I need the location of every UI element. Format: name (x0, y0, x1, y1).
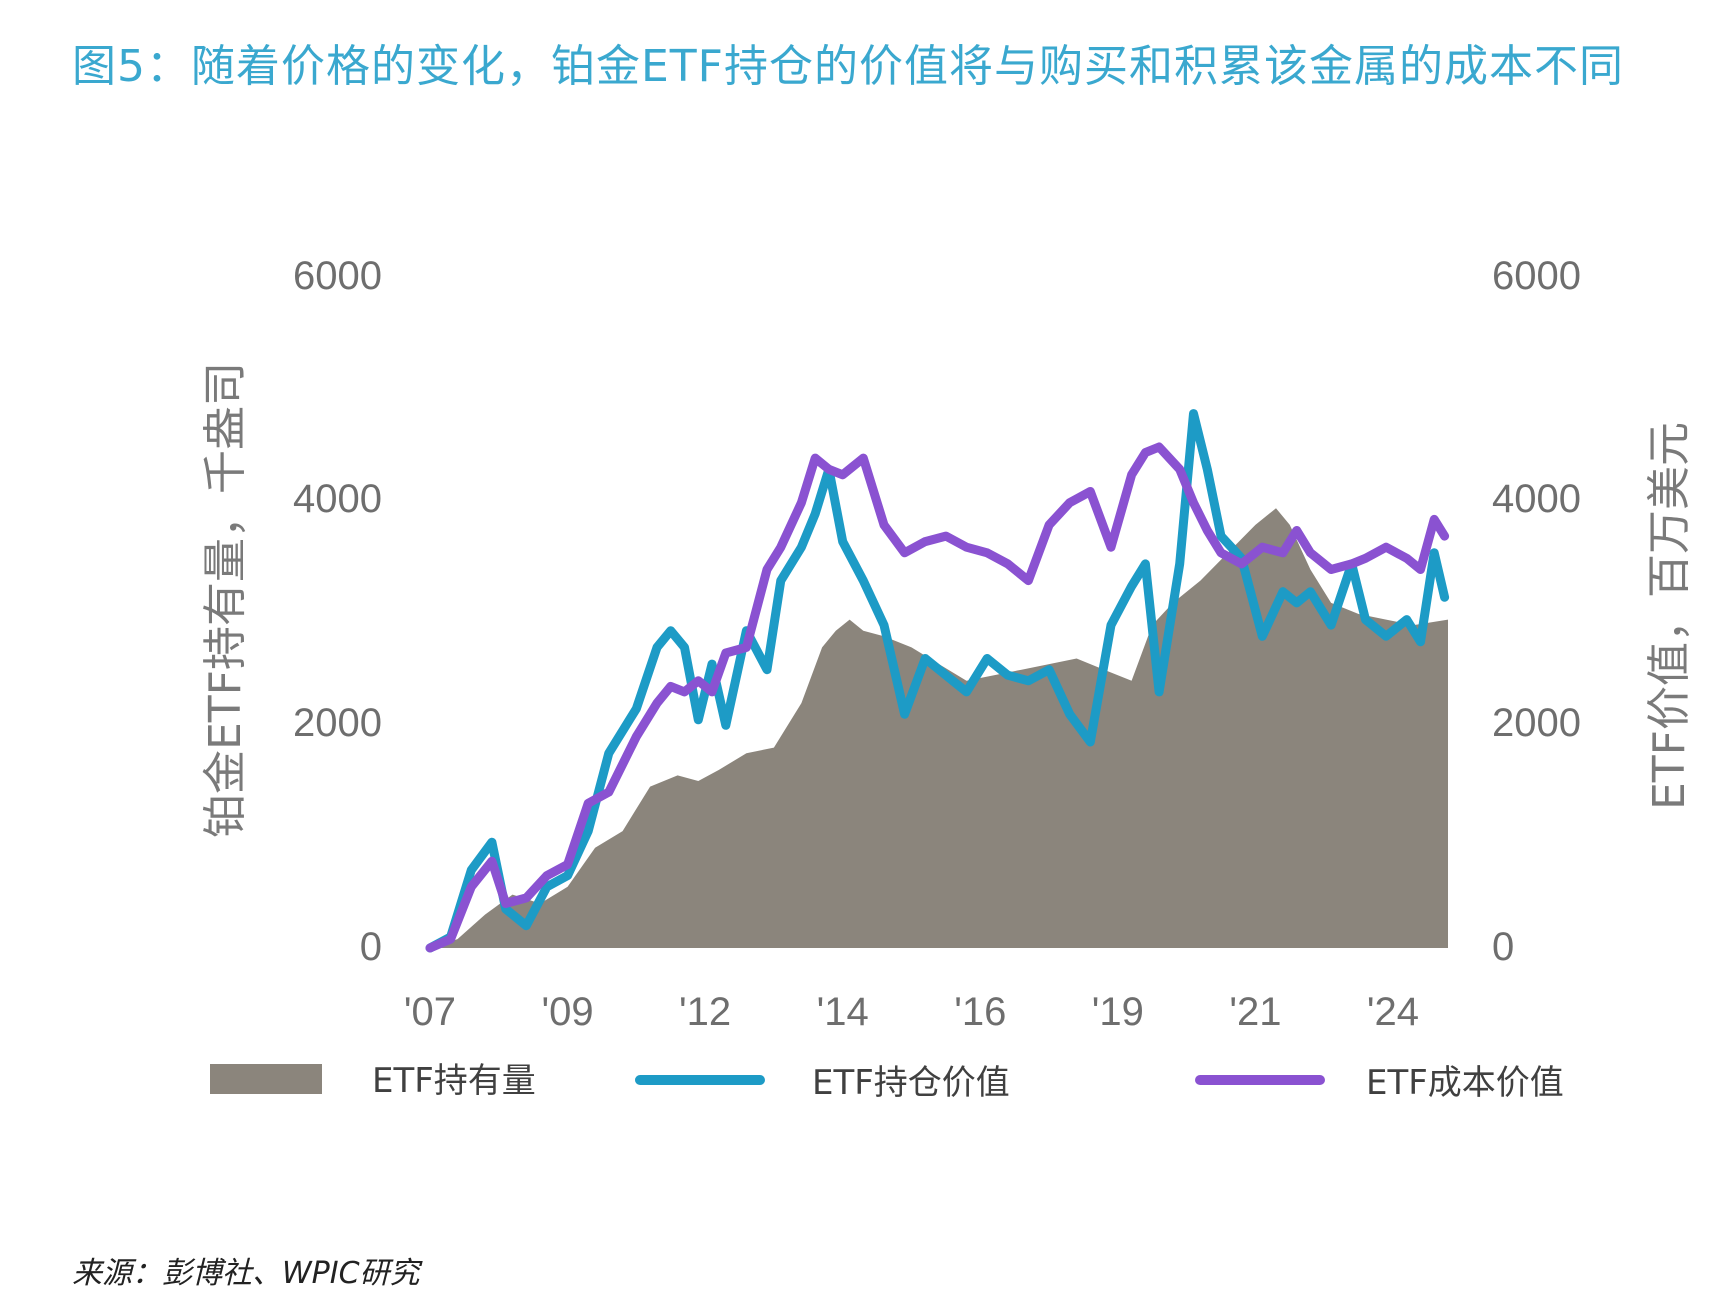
left-y-tick-6000: 6000 (293, 254, 382, 298)
series-area-etf-holdings (430, 508, 1448, 948)
x-tick-label: '21 (1229, 990, 1281, 1034)
right-y-tick-6000: 6000 (1492, 254, 1581, 298)
left-axis-title: 铂金ETF持有量，千盎司 (200, 362, 251, 838)
figure-title: 图5：随着价格的变化，铂金ETF持仓的价值将与购买和积累该金属的成本不同 (72, 41, 1624, 92)
series-line-etf-cost-value (425, 442, 1450, 953)
right-y-tick-4000: 4000 (1492, 477, 1581, 521)
right-y-tick-2000: 2000 (1492, 701, 1581, 745)
legend-label-cost-value: ETF成本价值 (1366, 1063, 1564, 1103)
x-tick-label: '16 (954, 990, 1006, 1034)
right-y-tick-0: 0 (1492, 925, 1514, 969)
legend-label-holding-value: ETF持仓价值 (812, 1063, 1010, 1103)
x-tick-label: '12 (679, 990, 731, 1034)
left-y-tick-0: 0 (360, 925, 382, 969)
legend-swatch-holdings (210, 1064, 322, 1094)
x-tick-label: '24 (1367, 990, 1419, 1034)
x-tick-label: '14 (817, 990, 869, 1034)
left-y-tick-4000: 4000 (293, 477, 382, 521)
series-line-etf-holding-value (425, 409, 1450, 953)
source-note: 来源：彭博社、WPIC研究 (72, 1256, 420, 1291)
x-tick-label: '19 (1092, 990, 1144, 1034)
legend-label-holdings: ETF持有量 (372, 1061, 536, 1101)
left-y-tick-2000: 2000 (293, 701, 382, 745)
x-tick-label: '09 (542, 990, 594, 1034)
right-axis-title: ETF价值，百万美元 (1644, 422, 1695, 810)
x-tick-label: '07 (404, 990, 456, 1034)
